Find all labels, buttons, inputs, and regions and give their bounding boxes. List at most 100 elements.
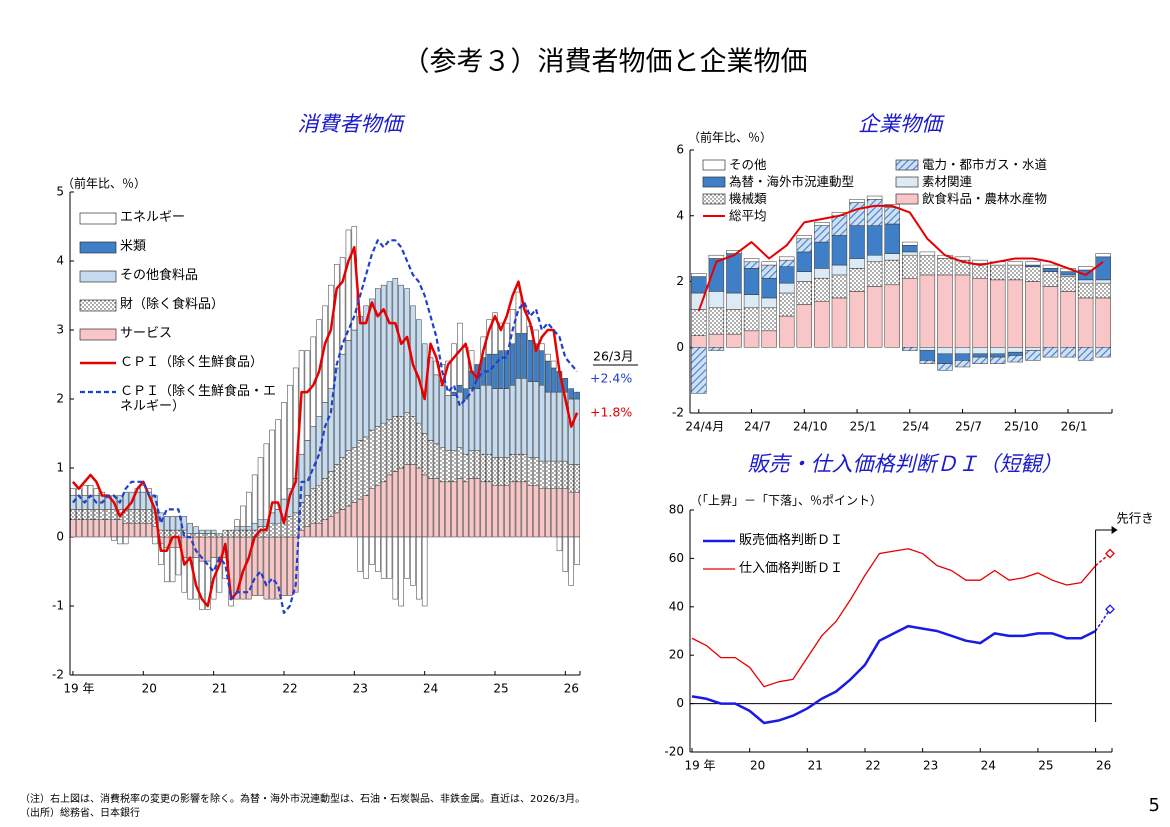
unit-label: （前年比、％）: [688, 130, 772, 145]
bar-segment: [99, 509, 105, 520]
chart-title: 販売・仕入価格判断ＤＩ（短観）: [748, 452, 1063, 476]
x-tick-label: 25/7: [955, 420, 982, 434]
bar-segment: [902, 347, 918, 351]
bar-segment: [251, 522, 258, 531]
bar-segment: [743, 294, 760, 309]
bar-segment: [937, 347, 953, 355]
bar-segment: [310, 488, 317, 524]
bar-segment: [954, 360, 971, 368]
bar-segment: [492, 457, 498, 486]
bar-segment: [708, 333, 725, 348]
bar-segment: [937, 353, 953, 364]
y-tick-label: 2: [676, 274, 684, 288]
bar-segment: [81, 509, 88, 520]
bar-segment: [1025, 281, 1041, 348]
legend-label-box: 販売価格判断ＤＩ: [739, 533, 843, 548]
bar-segment: [919, 254, 936, 276]
bar-segment: [1025, 350, 1041, 361]
bar-segment: [492, 388, 498, 458]
bar-segment: [527, 381, 533, 458]
bar-segment: [445, 450, 451, 483]
y-tick-label: -2: [672, 406, 684, 420]
bar-segment: [445, 395, 451, 451]
x-tick-label: 24/4月: [685, 420, 724, 434]
x-tick-label: 21: [212, 682, 227, 696]
bar-segment: [304, 495, 311, 527]
bar-segment: [339, 457, 346, 510]
bar-segment: [351, 502, 358, 538]
legend-swatch: [702, 176, 726, 188]
bar-segment: [117, 519, 123, 538]
bar-segment: [251, 474, 258, 524]
legend-label: エネルギー: [120, 210, 186, 225]
bar-segment: [761, 330, 777, 348]
bar-segment: [726, 333, 742, 348]
legend-label-box: その他: [729, 157, 767, 172]
bar-segment: [386, 419, 393, 476]
legend-label: 財（除く食料品）: [120, 297, 225, 312]
bar-segment: [708, 307, 725, 335]
legend-swatch: [895, 176, 919, 188]
bar-segment: [691, 309, 707, 336]
bar-segment: [292, 512, 299, 538]
bar-segment: [556, 488, 563, 538]
legend-label-box: 為替・海外市況連動型: [729, 174, 854, 189]
bar-segment: [404, 536, 410, 579]
bar-segment: [937, 274, 953, 348]
bar-segment: [392, 416, 399, 472]
bar-segment: [81, 485, 88, 496]
bar-segment: [509, 384, 516, 455]
bar-segment: [345, 505, 352, 538]
bar-segment: [427, 357, 434, 441]
bar-segment: [146, 509, 152, 524]
bar-segment: [445, 360, 451, 396]
unit-label: （前年比、％）: [62, 176, 146, 191]
y-tick-label: -2: [52, 668, 64, 682]
bar-segment: [1007, 264, 1024, 281]
x-tick-label: 26: [1096, 759, 1111, 773]
bar-segment: [743, 268, 760, 295]
bar-segment: [778, 282, 795, 294]
bar-segment: [386, 536, 393, 579]
bar-segment: [761, 264, 777, 279]
bar-segment: [1077, 347, 1094, 361]
bar-segment: [457, 391, 463, 448]
bar-segment: [533, 457, 539, 486]
bar-segment: [369, 429, 375, 489]
bar-segment: [357, 498, 363, 538]
bar-segment: [989, 347, 1006, 355]
bar-segment: [451, 343, 457, 393]
bar-segment: [474, 450, 481, 479]
bar-segment: [545, 460, 551, 489]
bar-segment: [263, 443, 270, 521]
bar-segment: [1060, 291, 1076, 348]
bar-segment: [545, 391, 551, 462]
bar-segment: [199, 560, 205, 610]
bar-segment: [375, 536, 381, 572]
bar-segment: [919, 347, 936, 351]
bar-segment: [93, 509, 100, 520]
bar-segment: [539, 460, 545, 489]
bar-segment: [539, 343, 545, 351]
bar-segment: [902, 254, 918, 279]
forecast-marker: [1105, 604, 1115, 615]
bar-segment: [205, 529, 211, 534]
legend-label: その他食料品: [120, 268, 199, 283]
bar-segment: [796, 251, 813, 272]
y-tick-label: 0: [676, 696, 684, 710]
bar-segment: [556, 391, 563, 462]
line-series: [691, 624, 1097, 725]
bar-segment: [375, 426, 381, 486]
bar-segment: [527, 340, 533, 383]
bar-segment: [849, 268, 865, 292]
bar-segment: [954, 353, 971, 361]
bar-segment: [989, 279, 1006, 348]
bar-segment: [778, 266, 795, 284]
bar-segment: [902, 241, 918, 246]
bar-segment: [163, 529, 170, 538]
bar-segment: [1042, 268, 1059, 272]
bar-segment: [70, 509, 76, 520]
legend-label: 米類: [120, 239, 147, 254]
bar-segment: [1095, 347, 1111, 358]
bar-segment: [363, 495, 369, 538]
